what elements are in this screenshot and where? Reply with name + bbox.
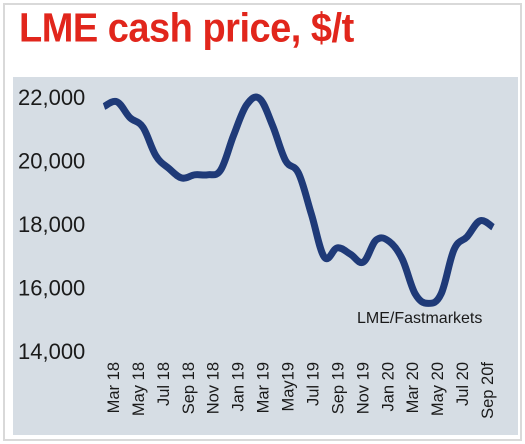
x-tick-label: May 18 (130, 362, 148, 416)
chart-title: LME cash price, $/t (19, 6, 354, 52)
chart-frame: LME cash price, $/t (3, 3, 522, 441)
x-tick-label: May19 (280, 362, 298, 412)
x-tick-label: Sep 19 (329, 362, 347, 414)
x-tick-label: Nov 18 (205, 362, 223, 414)
y-tick-label: 14,000 (18, 339, 85, 364)
y-tick-label: 22,000 (18, 85, 85, 110)
series-line (102, 93, 495, 307)
y-tick-label: 16,000 (18, 276, 85, 301)
x-tick-label: Mar 19 (255, 362, 273, 413)
x-tick-label: Jul 20 (454, 362, 472, 406)
x-tick-label: Jan 20 (379, 362, 397, 412)
x-tick-label: May 20 (429, 362, 447, 416)
x-tick-label: Sep 20f (479, 362, 497, 419)
x-tick-label: Nov 19 (354, 362, 372, 414)
x-tick-label: Mar 20 (404, 362, 422, 413)
x-tick-label: Jul 19 (304, 362, 322, 406)
x-tick-label: Jul 18 (155, 362, 173, 406)
source-annotation: LME/Fastmarkets (357, 310, 482, 327)
y-tick-label: 18,000 (18, 212, 85, 237)
plot-background (13, 77, 518, 435)
y-tick-label: 20,000 (18, 149, 85, 174)
x-tick-label: Jan 19 (230, 362, 248, 412)
x-tick-label: Mar 18 (105, 362, 123, 413)
x-tick-label: Sep 18 (180, 362, 198, 414)
